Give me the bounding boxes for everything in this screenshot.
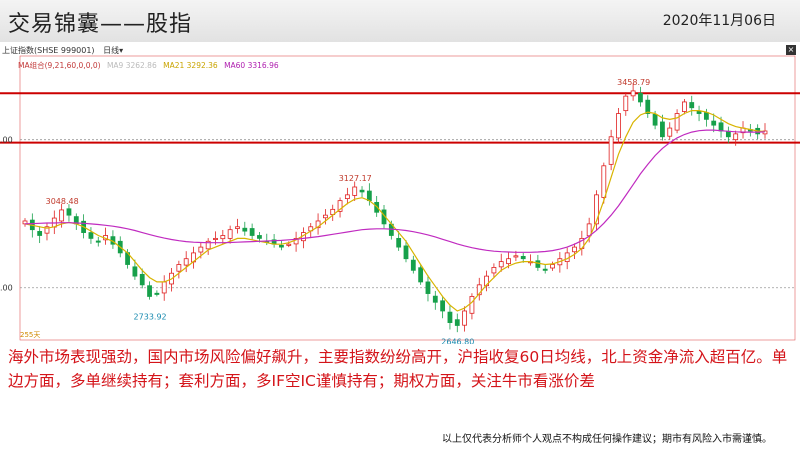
candle-body: [227, 229, 233, 239]
candle-body: [674, 113, 680, 131]
price-annotation: 3458.79: [617, 78, 650, 87]
candle-body: [139, 273, 145, 286]
candlestick-chart: .00 .00 3458.79 3127.17 3048.48 2733.92 2646.8…: [0, 55, 800, 344]
candle-body: [176, 264, 182, 272]
period-select[interactable]: 日线▾: [103, 46, 124, 55]
candle-body: [213, 237, 218, 240]
symbol-label[interactable]: 上证指数(SHSE 999001): [2, 46, 95, 55]
candle-body: [703, 112, 709, 120]
candle-body: [440, 300, 446, 312]
candle-body: [198, 246, 204, 253]
candle-body: [396, 237, 402, 248]
candle-body: [344, 194, 350, 200]
candle-body: [205, 240, 211, 250]
candle-body: [425, 281, 431, 294]
ma9-label: MA9 3262.86: [106, 61, 157, 70]
plot-frame: [19, 55, 796, 341]
commentary-text: 海外市场表现强劲，国内市场风险偏好飙升，主要指数纷纷高开，沪指收复60日均线，北…: [8, 348, 788, 390]
price-annotation: 3048.48: [46, 197, 79, 206]
candle-body: [95, 240, 101, 243]
chart-toolbar: 上证指数(SHSE 999001) 日线▾: [2, 45, 123, 56]
close-icon[interactable]: ×: [786, 45, 796, 55]
candle-body: [154, 292, 160, 295]
ma-legend: MA组合(9,21,60,0,0,0) MA9 3262.86 MA21 329…: [18, 60, 283, 71]
candle-body: [66, 208, 72, 216]
candle-body: [711, 120, 717, 126]
candle-body: [161, 281, 167, 294]
candle-body: [638, 92, 643, 103]
candle-body: [286, 243, 292, 246]
candle-body: [366, 190, 372, 202]
candle-body: [279, 244, 284, 248]
candle-body: [630, 90, 636, 97]
candle-body: [37, 231, 43, 236]
candle-body: [652, 114, 658, 126]
disclaimer: 以上仅代表分析师个人观点不构成任何操作建议；期市有风险入市需谨慎。: [442, 434, 772, 445]
report-date: 2020年11月06日: [662, 13, 776, 29]
candle-body: [594, 194, 599, 225]
candle-body: [601, 165, 607, 198]
candle-body: [447, 311, 453, 323]
candle-body: [572, 246, 577, 253]
candle-body: [359, 189, 365, 193]
candle-body: [513, 255, 519, 258]
candle-body: [660, 121, 665, 138]
candle-body: [725, 130, 731, 138]
candle-body: [476, 284, 482, 296]
candle-body: [645, 99, 651, 114]
candle-body: [44, 226, 50, 234]
candle-body: [462, 310, 468, 326]
candle-body: [410, 259, 416, 271]
candle-body: [183, 258, 189, 266]
candle-body: [337, 200, 343, 212]
candle-body: [550, 264, 555, 269]
price-annotation: 2646.80: [441, 338, 474, 344]
ma-combo-label[interactable]: MA组合(9,21,60,0,0,0): [18, 61, 101, 70]
header-bar: 交易锦囊——股指 2020年11月06日: [0, 0, 800, 42]
candle-body: [542, 268, 548, 271]
candle-body: [506, 258, 511, 265]
candle-body: [432, 295, 438, 303]
price-annotation: 3127.17: [339, 174, 372, 183]
page-title: 交易锦囊——股指: [8, 12, 193, 37]
candle-body: [88, 232, 94, 239]
y-tick-label: .00: [0, 284, 13, 293]
ma60-label: MA60 3316.96: [224, 61, 279, 70]
candle-body: [454, 319, 460, 326]
candle-body: [667, 127, 673, 137]
ma21-line: [24, 110, 766, 312]
candle-body: [623, 95, 629, 112]
candle-body: [242, 227, 248, 232]
candle-body: [498, 261, 504, 268]
candle-body: [491, 267, 497, 274]
candle-body: [608, 136, 614, 165]
candle-body: [520, 255, 526, 260]
candle-body: [352, 186, 358, 196]
candle-body: [689, 102, 695, 109]
candle-body: [469, 296, 475, 314]
candle-body: [322, 214, 328, 219]
candle-body: [249, 228, 255, 236]
chart-panel: 上证指数(SHSE 999001) 日线▾ × MA组合(9,21,60,0,0…: [0, 44, 800, 344]
price-annotation: 2733.92: [134, 312, 167, 321]
candle-body: [132, 266, 138, 277]
candle-body: [235, 226, 240, 229]
candle-body: [315, 220, 321, 229]
ma60-line: [24, 129, 766, 253]
extra-label: 255天: [20, 331, 40, 339]
candle-body: [257, 235, 262, 239]
candle-body: [733, 133, 739, 141]
ma21-label: MA21 3292.36: [163, 61, 218, 70]
candle-body: [59, 209, 65, 222]
candle-body: [418, 267, 424, 283]
candle-body: [718, 122, 724, 132]
candle-body: [616, 113, 621, 139]
candle-body: [403, 245, 409, 260]
candle-body: [535, 260, 541, 268]
candle-body: [682, 101, 687, 112]
candle-body: [147, 285, 152, 297]
candle-body: [220, 235, 226, 240]
y-tick-label: .00: [0, 136, 13, 145]
